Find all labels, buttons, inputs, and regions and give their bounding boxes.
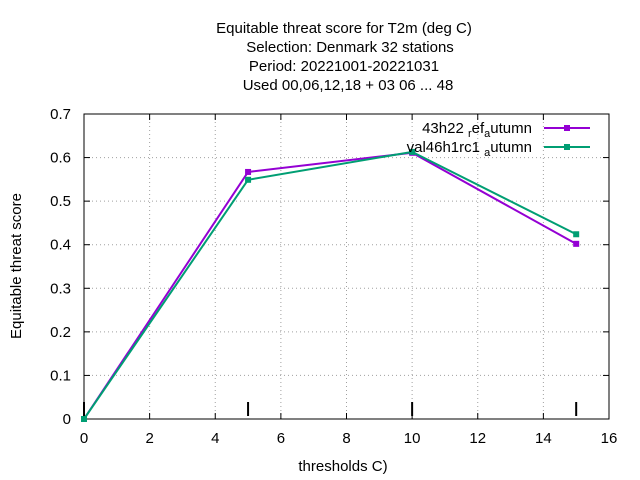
x-tick-label: 0 bbox=[80, 430, 88, 447]
x-tick-label: 14 bbox=[535, 430, 552, 447]
x-tick-label: 10 bbox=[404, 430, 421, 447]
title-line-3: Period: 20221001-20221031 bbox=[249, 58, 439, 75]
y-tick-label: 0.2 bbox=[50, 324, 71, 341]
chart-title: Equitable threat score for T2m (deg C) S… bbox=[216, 20, 472, 94]
x-tick-label: 8 bbox=[342, 430, 350, 447]
y-tick-label: 0.7 bbox=[50, 106, 71, 123]
y-tick-label: 0.3 bbox=[50, 280, 71, 297]
data-series bbox=[81, 148, 580, 422]
data-point bbox=[245, 168, 252, 175]
y-tick-label: 0.1 bbox=[50, 367, 71, 384]
series-2 bbox=[81, 148, 580, 422]
y-tick-label: 0.5 bbox=[50, 193, 71, 210]
series-line bbox=[83, 150, 577, 420]
x-axis-label: thresholds C) bbox=[298, 458, 387, 475]
title-line-4: Used 00,06,12,18 + 03 06 ... 48 bbox=[243, 77, 454, 94]
axis-ticks: 0 2 4 6 8 10 12 14 16 0 0.1 0.2 0.3 0.4 0.5 0.6 0.7 bbox=[50, 106, 617, 447]
series-line bbox=[83, 151, 577, 420]
x-tick-label: 12 bbox=[469, 430, 486, 447]
legend: 43h22 refautumn val46h1rc1 autumn bbox=[407, 120, 590, 159]
data-point bbox=[573, 231, 580, 238]
x-tick-label: 4 bbox=[211, 430, 219, 447]
y-tick-label: 0 bbox=[63, 411, 71, 428]
x-tick-label: 16 bbox=[601, 430, 618, 447]
legend-label-series-2: val46h1rc1 autumn bbox=[407, 139, 532, 159]
threshold-marks bbox=[83, 402, 578, 416]
x-tick-label: 6 bbox=[277, 430, 285, 447]
legend-marker-series-1 bbox=[564, 125, 570, 131]
data-point bbox=[409, 148, 416, 155]
y-axis-label: Equitable threat score bbox=[8, 193, 25, 339]
x-tick-label: 2 bbox=[145, 430, 153, 447]
title-line-2: Selection: Denmark 32 stations bbox=[246, 39, 454, 56]
data-point bbox=[573, 240, 580, 247]
data-point bbox=[245, 176, 252, 183]
series-1 bbox=[81, 149, 580, 422]
legend-marker-series-2 bbox=[564, 144, 570, 150]
y-tick-label: 0.6 bbox=[50, 150, 71, 167]
data-point bbox=[81, 416, 87, 422]
title-line-1: Equitable threat score for T2m (deg C) bbox=[216, 20, 472, 37]
y-tick-label: 0.4 bbox=[50, 237, 71, 254]
grid-lines bbox=[84, 114, 609, 419]
legend-label-series-1: 43h22 refautumn bbox=[422, 120, 532, 140]
